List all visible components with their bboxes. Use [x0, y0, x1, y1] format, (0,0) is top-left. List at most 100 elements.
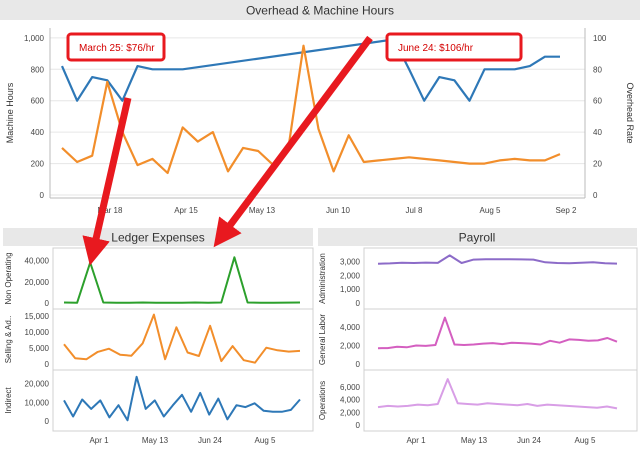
overhead-x-tick-label: Sep 2: [556, 206, 577, 215]
panel-frame: [363, 247, 638, 310]
panel-series-line: [377, 254, 618, 265]
panel-series-line: [63, 313, 301, 364]
annotation-march-arrow: [82, 97, 132, 266]
ledger-chart: Ledger Expenses 0 20,000 40,000 Non Operati…: [3, 228, 314, 445]
panel-label: General Labor: [318, 314, 327, 365]
panel-y-tick-label: 4,000: [340, 323, 361, 332]
panel-x-tick-label: Jun 24: [517, 436, 542, 445]
panel-y-tick-label: 0: [45, 360, 50, 369]
payroll-x-ticks: Apr 1 May 13 Jun 24 Aug 5: [406, 436, 596, 445]
overhead-y-tick-label: 200: [31, 160, 45, 169]
panel-non-operating: 0 20,000 40,000 Non Operating: [4, 247, 314, 310]
overhead-y-tick-label: 800: [31, 65, 45, 74]
panel-x-tick-label: Aug 5: [255, 436, 276, 445]
annotation-june-box: [385, 32, 523, 62]
payroll-title: Payroll: [459, 231, 496, 245]
overhead-y2-tick-label: 60: [593, 97, 602, 106]
panel-series-line: [377, 378, 618, 410]
panel-y-tick-label: 2,000: [340, 408, 361, 417]
panel-y-tick-label: 15,000: [25, 312, 50, 321]
panel-frame: [52, 308, 314, 371]
panel-y-tick-label: 20,000: [25, 278, 50, 287]
panel-series-line: [63, 256, 301, 304]
overhead-title: Overhead & Machine Hours: [246, 4, 394, 18]
panel-frame: [363, 369, 638, 432]
overhead-y2label: Overhead Rate: [625, 82, 635, 143]
panel-label: Operations: [318, 381, 327, 420]
panel-frame: [52, 369, 314, 432]
overhead-y-tick-label: 600: [31, 97, 45, 106]
overhead-x-tick-label: Jul 8: [406, 206, 423, 215]
panel-label: Non Operating: [4, 252, 13, 304]
payroll-panels: 0 1,000 2,000 3,000 Administration 0 2,000 4,00…: [318, 247, 638, 432]
panel-label: Administration: [318, 253, 327, 304]
series-line-overhead-rate: [61, 44, 561, 175]
panel-y-tick-label: 2,000: [340, 271, 361, 280]
overhead-y2-tick-label: 0: [593, 191, 598, 200]
payroll-chart: Payroll 0 1,000 2,000 3,000 Administration 0 2…: [318, 228, 638, 445]
panel-y-tick-label: 5,000: [29, 344, 50, 353]
overhead-x-tick-label: Apr 15: [174, 206, 198, 215]
panel-frame: [363, 308, 638, 371]
panel-y-tick-label: 0: [45, 299, 50, 308]
overhead-y-tick-label: 400: [31, 128, 45, 137]
ledger-title: Ledger Expenses: [111, 231, 204, 245]
panel-indirect: 0 10,000 20,000 Indirect: [4, 369, 314, 432]
overhead-series: [60, 38, 561, 175]
annotation-june-label: June 24: $106/hr: [398, 43, 474, 54]
overhead-x-tick-label: Mar 18: [98, 206, 123, 215]
panel-y-tick-label: 6,000: [340, 383, 361, 392]
overhead-y2-tick-label: 20: [593, 160, 602, 169]
panel-selling-ad: 0 5,000 10,000 15,000 Selling & Ad..: [4, 308, 314, 371]
annotation-march-label: March 25: $76/hr: [79, 43, 155, 54]
overhead-y-tick-label: 0: [40, 191, 45, 200]
panel-x-tick-label: May 13: [461, 436, 488, 445]
panel-x-tick-label: Apr 1: [89, 436, 109, 445]
ledger-panels: 0 20,000 40,000 Non Operating 0 5,000 10,000 15…: [4, 247, 314, 432]
panel-y-tick-label: 10,000: [25, 328, 50, 337]
panel-y-tick-label: 20,000: [25, 379, 50, 388]
panel-series-line: [63, 375, 301, 422]
payroll-title-bar: [318, 228, 637, 246]
panel-y-tick-label: 40,000: [25, 257, 50, 266]
panel-y-tick-label: 3,000: [340, 258, 361, 267]
overhead-x-tick-label: May 13: [249, 206, 276, 215]
annotation-june-arrow: [213, 35, 373, 248]
panel-x-tick-label: Apr 1: [406, 436, 426, 445]
panel-y-tick-label: 4,000: [340, 396, 361, 405]
overhead-y2-tick-label: 40: [593, 128, 602, 137]
panel-y-tick-label: 2,000: [340, 341, 361, 350]
panel-y-tick-label: 0: [356, 360, 361, 369]
overhead-x-tick-label: Aug 5: [480, 206, 501, 215]
series-line-machine-hours: [60, 38, 560, 102]
overhead-y2-ticks: 0 20 40 60 80 100: [593, 34, 607, 200]
panel-label: Indirect: [4, 387, 13, 414]
panel-y-tick-label: 0: [45, 417, 50, 426]
overhead-x-tick-label: Jun 10: [326, 206, 351, 215]
overhead-y-ticks: 0 200 400 600 800 1,000: [24, 34, 45, 200]
panel-series-line: [377, 316, 618, 350]
overhead-y2-tick-label: 100: [593, 34, 607, 43]
panel-y-tick-label: 0: [356, 299, 361, 308]
panel-x-tick-label: May 13: [142, 436, 169, 445]
overhead-y-tick-label: 1,000: [24, 34, 45, 43]
panel-frame: [52, 247, 314, 310]
overhead-x-ticks: Mar 18 Apr 15 May 13 Jun 10 Jul 8 Aug 5 Sep 2: [98, 206, 577, 215]
panel-operations: 0 2,000 4,000 6,000 Operations: [318, 369, 638, 432]
overhead-chart: Overhead & Machine Hours Machine Hours O…: [0, 0, 640, 215]
panel-y-tick-label: 10,000: [25, 398, 50, 407]
panel-x-tick-label: Jun 24: [198, 436, 223, 445]
panel-y-tick-label: 1,000: [340, 285, 361, 294]
annotation-march-box: [66, 32, 166, 62]
panel-y-tick-label: 0: [356, 421, 361, 430]
overhead-y2-tick-label: 80: [593, 65, 602, 74]
overhead-ylabel: Machine Hours: [5, 82, 15, 143]
panel-administration: 0 1,000 2,000 3,000 Administration: [318, 247, 638, 310]
annotation-march: March 25: $76/hr: [66, 32, 166, 266]
panel-x-tick-label: Aug 5: [575, 436, 596, 445]
overhead-title-bar: [0, 0, 640, 20]
panel-label: Selling & Ad..: [4, 316, 13, 364]
annotation-june: June 24: $106/hr: [213, 32, 523, 248]
panel-general-labor: 0 2,000 4,000 General Labor: [318, 308, 638, 371]
